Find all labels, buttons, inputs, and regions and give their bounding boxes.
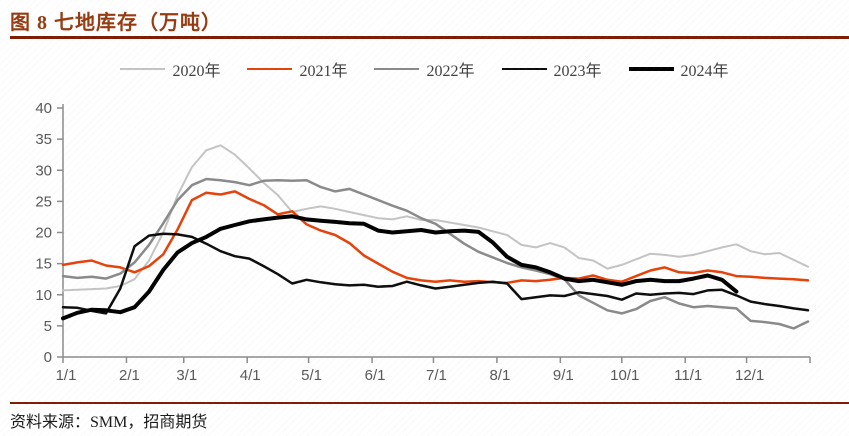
y-axis-label: 25 [35, 193, 52, 210]
x-axis-label: 7/1 [426, 367, 447, 384]
y-axis-label: 0 [44, 349, 52, 366]
legend-line-swatch [374, 67, 420, 71]
series-line-2024 [61, 214, 739, 321]
legend-line-swatch [247, 67, 293, 71]
y-axis-label: 15 [35, 256, 52, 273]
x-axis-label: 10/1 [610, 367, 639, 384]
legend-item-2024: 2024年 [628, 57, 729, 81]
y-axis-label: 35 [35, 131, 52, 148]
legend-label: 2024年 [680, 63, 729, 80]
series-line-2020 [62, 144, 809, 292]
x-axis-label: 2/1 [119, 367, 140, 384]
x-axis-label: 3/1 [176, 367, 197, 384]
y-axis-label: 10 [35, 287, 52, 304]
x-axis-label: 11/1 [674, 367, 702, 384]
series-line-2022 [61, 177, 810, 330]
title-underline [10, 36, 849, 39]
legend-item-2020: 2020年 [120, 57, 220, 81]
legend-item-2023: 2023年 [501, 57, 602, 81]
series-line-2021 [61, 190, 810, 285]
x-axis-label: 8/1 [489, 367, 510, 384]
legend-label: 2023年 [553, 63, 602, 80]
legend-line-swatch [501, 67, 547, 71]
legend-item-2022: 2022年 [374, 57, 475, 81]
x-axis-label: 4/1 [240, 367, 261, 384]
x-axis-label: 12/1 [735, 367, 764, 384]
y-axis-label: 30 [35, 162, 52, 179]
figure-title: 图 8 七地库存（万吨） [10, 12, 222, 34]
x-axis-label: 6/1 [365, 367, 386, 384]
y-axis-label: 20 [35, 225, 52, 242]
legend-label: 2022年 [426, 63, 475, 80]
y-axis-label: 5 [44, 318, 52, 335]
inventory-line-chart: 0 5 10 15 20 25 30 35 40 1/1 2/1 3/1 4/1 5/1 6/1 7/1 8/1… [35, 100, 811, 384]
x-axis-label: 1/1 [56, 367, 77, 384]
series-line-2023 [61, 232, 810, 315]
y-axis-label: 40 [35, 100, 52, 117]
legend-line-swatch [120, 68, 166, 70]
legend-line-swatch [628, 67, 674, 71]
x-axis-label: 9/1 [553, 367, 574, 384]
legend-item-2021: 2021年 [247, 57, 347, 81]
chart-legend: 2020年 2021年 2022年 2023年 2024年 [0, 58, 849, 80]
footer-rule [10, 402, 849, 404]
legend-label: 2021年 [299, 63, 348, 80]
legend-label: 2020年 [172, 63, 221, 80]
x-axis-label: 5/1 [301, 367, 322, 384]
source-note: 资料来源：SMM，招商期货 [10, 414, 208, 431]
